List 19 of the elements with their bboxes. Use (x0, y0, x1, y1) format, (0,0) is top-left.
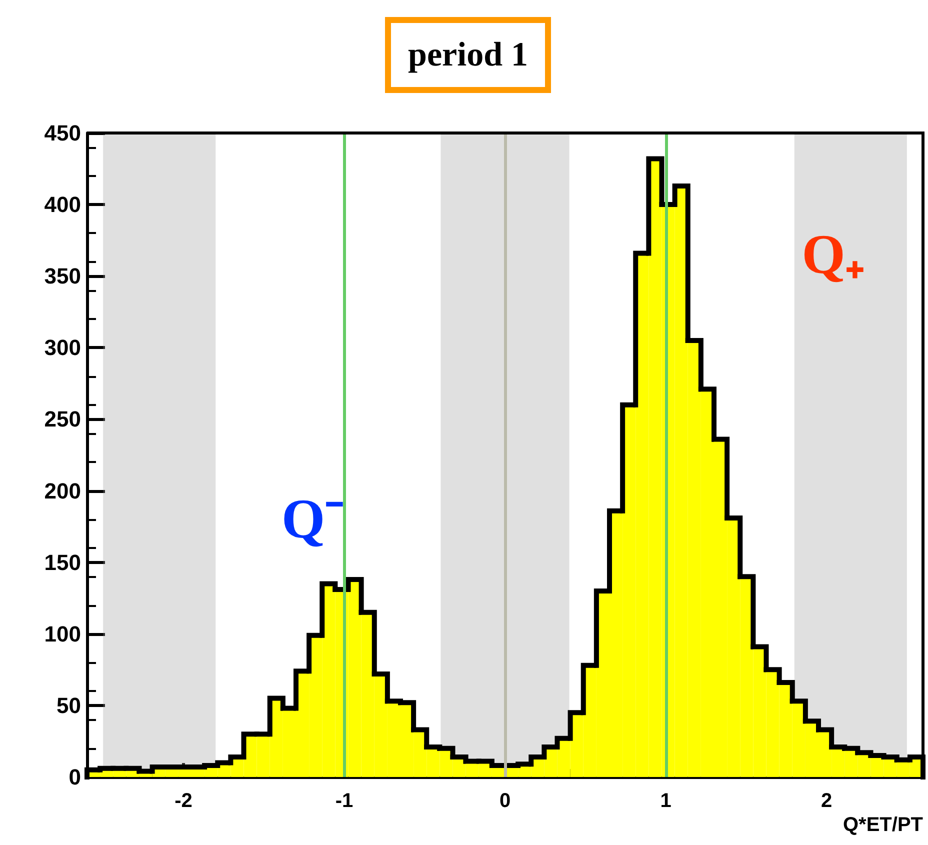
x-tick-label: -2 (174, 790, 192, 812)
x-axis-title: Q*ET/PT (842, 814, 923, 836)
x-tick-label: -1 (335, 790, 354, 812)
y-tick-label: 0 (68, 764, 81, 790)
x-tick-label: 1 (660, 790, 672, 812)
annotation: Q⁻ (282, 488, 344, 551)
y-tick-label: 50 (56, 692, 81, 718)
annotation: Q₊ (802, 224, 864, 286)
y-tick-label: 150 (44, 550, 81, 575)
y-tick-label: 250 (44, 406, 81, 432)
y-tick-label: 350 (44, 264, 81, 289)
y-tick-label: 450 (44, 120, 81, 146)
y-tick-label: 200 (44, 478, 81, 504)
y-tick-label: 400 (44, 192, 81, 218)
y-tick-label: 300 (44, 335, 81, 360)
x-tick-label: 2 (820, 790, 832, 812)
x-tick-label: 0 (499, 790, 511, 812)
y-tick-label: 100 (44, 621, 81, 646)
chart-title: period 1 (408, 36, 528, 74)
